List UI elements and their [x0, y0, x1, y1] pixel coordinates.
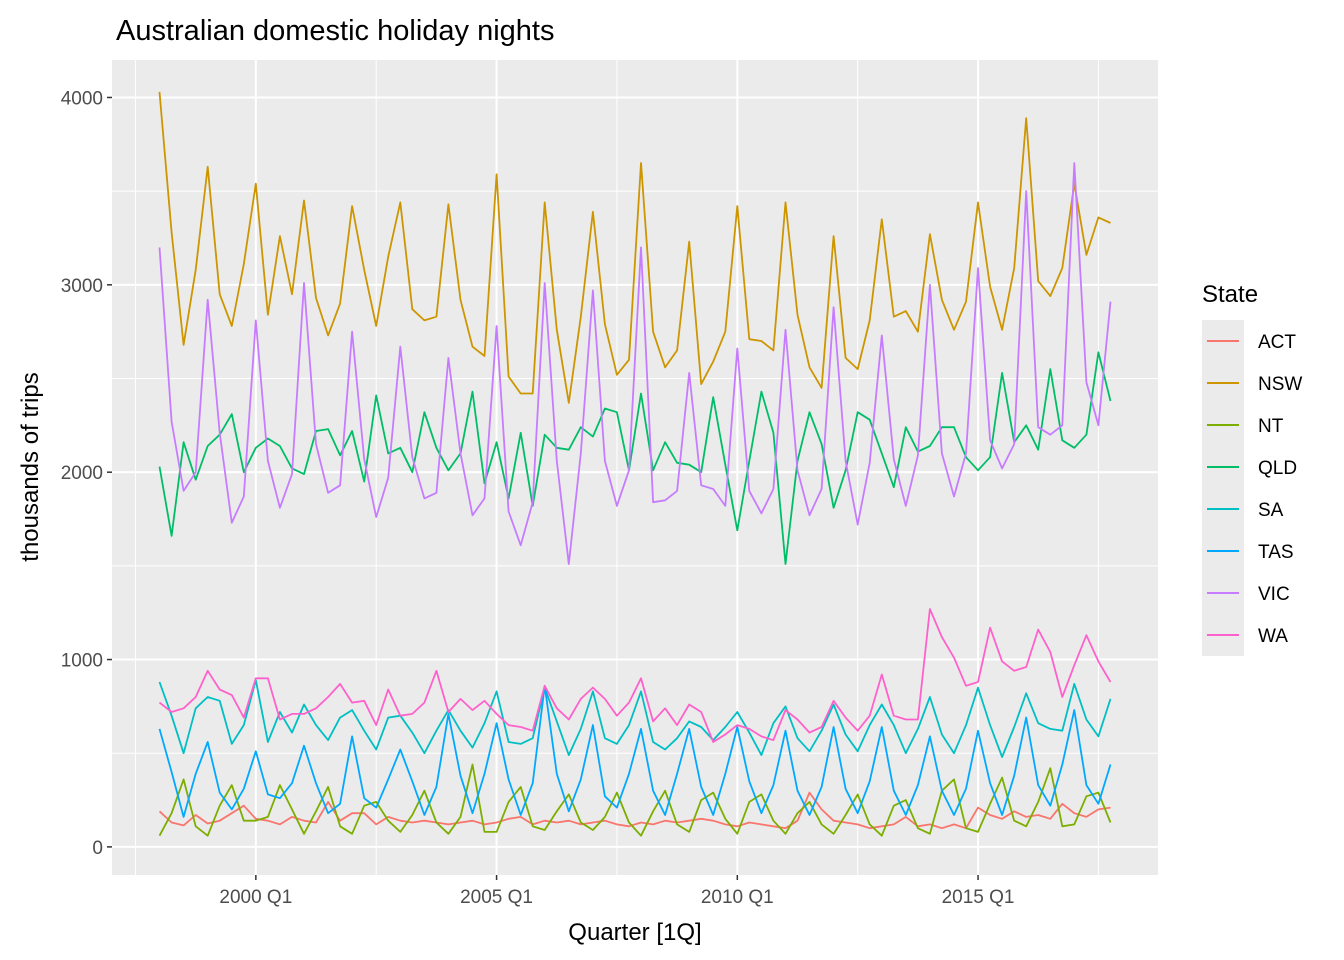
series-line-tas — [158, 684, 1112, 818]
series-lines — [158, 91, 1112, 837]
legend-label-sa: SA — [1258, 500, 1284, 521]
legend-label-qld: QLD — [1258, 458, 1297, 479]
legend-title: State — [1202, 281, 1258, 308]
y-tick-label: 1000 — [61, 651, 103, 672]
series-line-qld — [158, 351, 1112, 565]
series-line-nt — [158, 763, 1112, 837]
legend-label-nsw: NSW — [1258, 374, 1302, 395]
legend-label-vic: VIC — [1258, 584, 1290, 605]
legend: State ACT NSW NT QLD SA TAS VIC WA — [1202, 281, 1302, 656]
legend-key-background — [1202, 320, 1244, 656]
x-axis-title: Quarter [1Q] — [568, 919, 701, 946]
y-tick-label: 4000 — [61, 88, 103, 109]
y-axis: 0 1000 2000 3000 4000 — [61, 88, 112, 859]
legend-label-tas: TAS — [1258, 542, 1294, 563]
x-tick-label: 2005 Q1 — [460, 887, 533, 908]
series-line-sa — [158, 679, 1112, 758]
y-tick-label: 2000 — [61, 463, 103, 484]
y-tick-label: 3000 — [61, 276, 103, 297]
series-line-vic — [158, 162, 1112, 565]
x-tick-label: 2000 Q1 — [219, 887, 292, 908]
legend-label-wa: WA — [1258, 626, 1288, 647]
x-axis: 2000 Q1 2005 Q1 2010 Q1 2015 Q1 — [219, 875, 1015, 908]
series-line-nsw — [158, 91, 1111, 404]
legend-label-nt: NT — [1258, 416, 1284, 437]
y-tick-label: 0 — [92, 838, 103, 859]
legend-label-act: ACT — [1258, 332, 1296, 353]
x-tick-label: 2015 Q1 — [942, 887, 1015, 908]
plot-panel — [112, 60, 1158, 875]
chart-title: Australian domestic holiday nights — [116, 15, 554, 47]
y-axis-title: thousands of trips — [17, 372, 44, 561]
x-tick-label: 2010 Q1 — [701, 887, 774, 908]
series-line-wa — [158, 608, 1112, 743]
series-line-act — [158, 791, 1111, 830]
